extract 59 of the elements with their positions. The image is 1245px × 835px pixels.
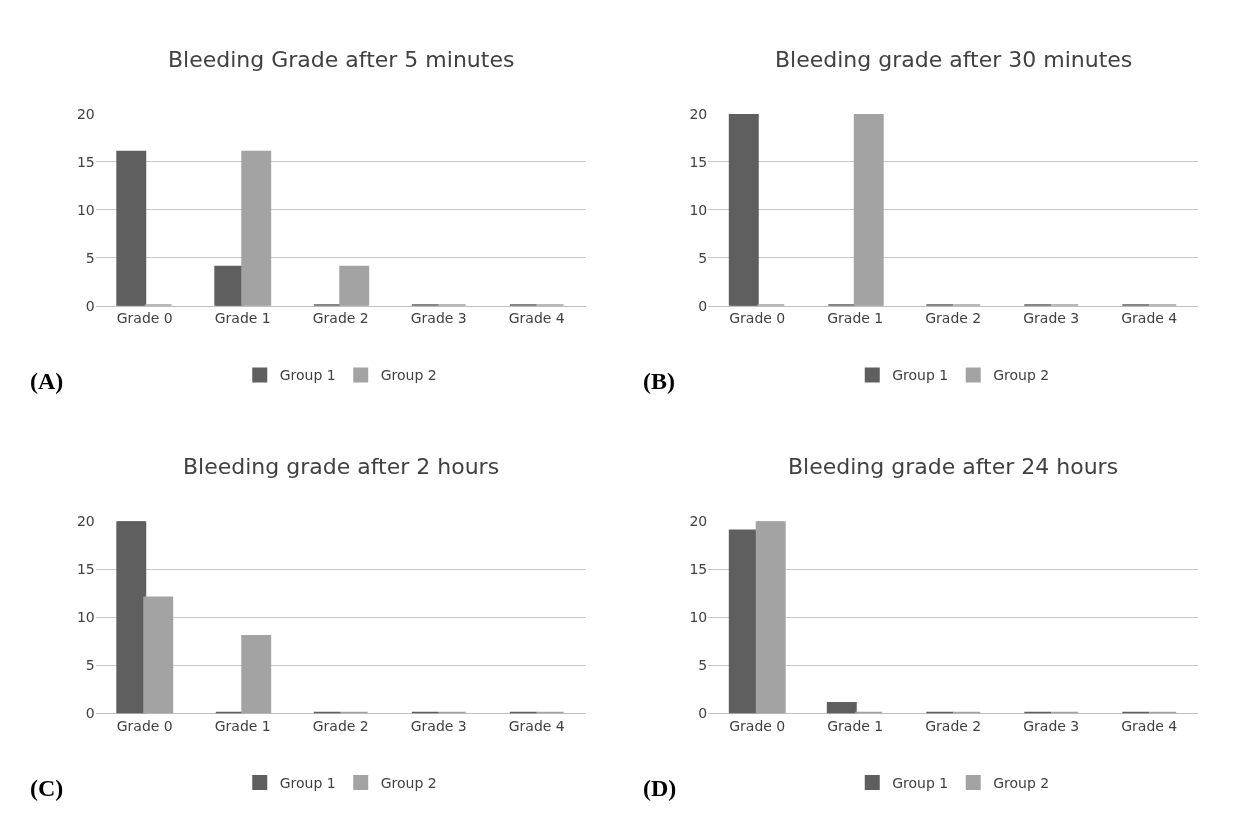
y-tick-label: 0	[698, 705, 708, 722]
bar	[116, 150, 147, 306]
x-tick-label: Grade 1	[827, 717, 884, 734]
y-tick-label: 20	[689, 513, 708, 530]
x-tick-label: Grade 2	[925, 717, 982, 734]
x-tick-label: Grade 4	[508, 310, 565, 327]
y-tick-label: 5	[85, 657, 95, 674]
bar	[116, 521, 147, 714]
y-tick-label: 0	[85, 297, 95, 314]
chart-title: Bleeding grade after 30 minutes	[775, 47, 1133, 72]
chart-title: Bleeding grade after 2 hours	[183, 454, 500, 479]
y-tick-label: 5	[698, 657, 708, 674]
y-tick-label: 15	[76, 561, 95, 578]
x-tick-label: Grade 0	[729, 717, 786, 734]
x-tick-label: Grade 0	[116, 310, 173, 327]
text: (A)	[30, 368, 64, 394]
legend-label: Group 2	[380, 774, 437, 791]
x-tick-label: Grade 2	[925, 310, 982, 327]
y-tick-label: 5	[85, 249, 95, 266]
x-tick-label: Grade 3	[1023, 310, 1080, 327]
y-tick-label: 20	[76, 105, 95, 122]
x-tick-label: Grade 0	[729, 310, 786, 327]
x-tick-label: Grade 0	[116, 717, 173, 734]
x-tick-label: Grade 4	[508, 717, 565, 734]
y-tick-label: 0	[698, 297, 708, 314]
x-tick-label: Grade 1	[214, 310, 271, 327]
legend-label: Group 2	[380, 367, 437, 384]
chart-title: Bleeding grade after 24 hours	[788, 454, 1119, 479]
x-tick-label: Grade 3	[1023, 717, 1080, 734]
bar	[755, 521, 786, 714]
x-tick-label: Grade 1	[214, 717, 271, 734]
legend-label: Group 1	[279, 367, 336, 384]
text: (C)	[30, 775, 64, 801]
y-tick-label: 10	[689, 201, 708, 218]
y-tick-label: 15	[689, 153, 708, 170]
legend-label: Group 2	[993, 367, 1050, 384]
x-tick-label: Grade 4	[1121, 717, 1178, 734]
y-tick-label: 5	[698, 249, 708, 266]
legend-label: Group 2	[993, 774, 1050, 791]
x-tick-label: Grade 1	[827, 310, 884, 327]
x-tick-label: Grade 2	[312, 717, 369, 734]
y-tick-label: 15	[689, 561, 708, 578]
y-tick-label: 20	[689, 105, 708, 122]
legend-label: Group 1	[892, 367, 949, 384]
x-tick-label: Grade 3	[410, 310, 467, 327]
text: (D)	[643, 775, 677, 801]
y-tick-label: 10	[76, 201, 95, 218]
y-tick-label: 10	[76, 609, 95, 626]
y-tick-label: 10	[689, 609, 708, 626]
x-tick-label: Grade 4	[1121, 310, 1178, 327]
y-tick-label: 15	[76, 153, 95, 170]
chart-title: Bleeding Grade after 5 minutes	[168, 47, 515, 72]
legend-label: Group 1	[279, 774, 336, 791]
x-tick-label: Grade 2	[312, 310, 369, 327]
text: (B)	[643, 368, 675, 394]
legend-label: Group 1	[892, 774, 949, 791]
x-tick-label: Grade 3	[410, 717, 467, 734]
y-tick-label: 20	[76, 513, 95, 530]
y-tick-label: 0	[85, 705, 95, 722]
